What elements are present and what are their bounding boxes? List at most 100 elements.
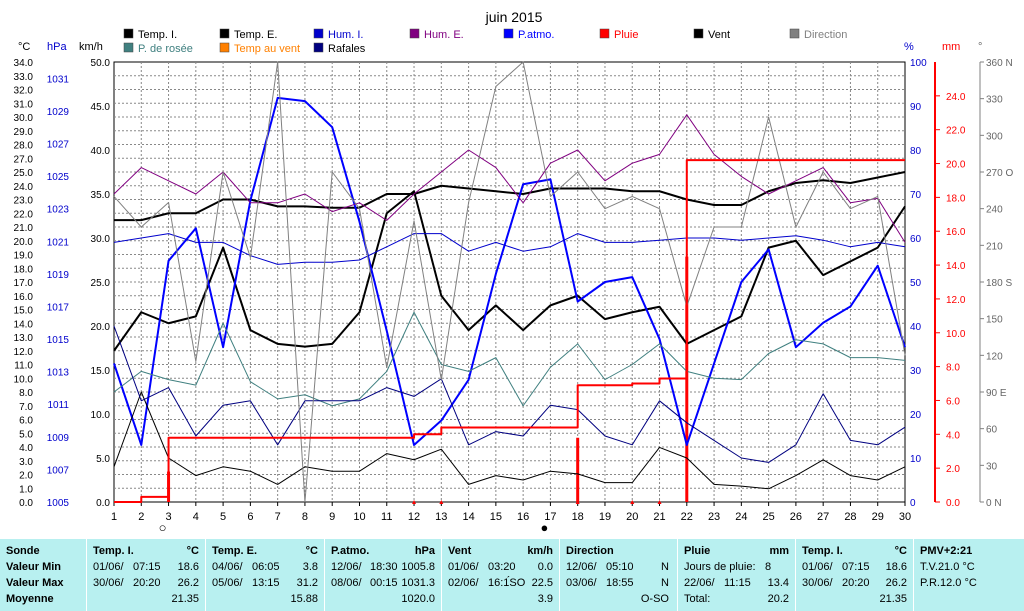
rain-tick-label: 2.0 (946, 464, 960, 475)
temp-tick-label: 5.0 (19, 429, 33, 440)
vent-min-time: 03:20 (488, 561, 516, 573)
pressure-tick-label: 1011 (47, 400, 69, 411)
pluie-max-time: 11:15 (724, 577, 751, 589)
vent-unit: km/h (527, 545, 553, 557)
direction-title: Direction (566, 545, 614, 557)
stats-panel: Sonde Valeur Min Valeur Max Moyenne Temp… (0, 539, 1024, 611)
temp-tick-label: 31.0 (14, 99, 34, 110)
rain-tick-label: 24.0 (946, 92, 966, 103)
axes: 1 2 3 4 5 6 7 8 9 10 11 12 13 14 15 16 17 18 19 20 21 22 23 24 2… (14, 41, 1014, 523)
temp-e-mean: 15.88 (290, 593, 318, 605)
series-temp-e- (113, 190, 906, 352)
humidity-tick-label: 10 (910, 454, 922, 465)
moon-phase-marker: ● (540, 520, 548, 535)
temp-i-min-date: 01/06/ (93, 561, 124, 573)
x-tick-label: 14 (462, 511, 474, 523)
temp-e-title: Temp. E. (212, 545, 258, 557)
pressure-tick-label: 1015 (47, 335, 70, 346)
temp-tick-label: 19.0 (14, 251, 34, 262)
temp-tick-label: 24.0 (14, 182, 34, 193)
temp-tick-label: 7.0 (19, 402, 33, 413)
x-tick-label: 3 (165, 511, 171, 523)
legend-label: Temp au vent (234, 43, 300, 55)
legend-swatch (409, 28, 420, 39)
series-group (113, 61, 906, 503)
moon-phase-marker: ○ (159, 520, 167, 535)
pressure-tick-label: 1021 (47, 237, 70, 248)
temp-i-unit: °C (186, 545, 199, 557)
temp-tick-label: 28.0 (14, 141, 34, 152)
x-tick-label: 26 (790, 511, 802, 523)
direction-tick-label: 60 (986, 425, 998, 436)
x-tick-label: 13 (435, 511, 447, 523)
stats-col-temp-e: Temp. E. °C 04/06/ 06:05 3.8 05/06/ 13:1… (206, 539, 325, 611)
humidity-tick-label: 60 (910, 234, 922, 245)
wind-tick-label: 5.0 (96, 454, 110, 465)
wind-tick-label: 15.0 (91, 366, 111, 377)
pluie-max-date: 22/06/ (684, 577, 715, 589)
temp-tick-label: 17.0 (14, 278, 34, 289)
rain-tick-label: 12.0 (946, 295, 966, 306)
legend-swatch (313, 28, 324, 39)
x-tick-label: 11 (381, 511, 392, 523)
direction-max-time: 18:55 (606, 577, 634, 589)
temp-e-max-time: 13:15 (252, 577, 280, 589)
rain-tick-label: 14.0 (946, 261, 966, 272)
legend-swatch (313, 42, 324, 53)
x-tick-label: 6 (247, 511, 253, 523)
rain-tick-label: 8.0 (946, 363, 960, 374)
rain-day-marker (412, 500, 417, 504)
patmo-min-value: 1005.8 (401, 561, 435, 573)
humidity-tick-label: 30 (910, 366, 922, 377)
temp-e-min-date: 04/06/ (212, 561, 243, 573)
legend-label: Temp. E. (234, 29, 277, 41)
x-tick-label: 20 (626, 511, 638, 523)
stats-col-pmv: PMV+2:21 T.V.21.0 °C P.R.12.0 °C (914, 539, 1024, 611)
rain-tick-label: 22.0 (946, 126, 966, 137)
temp-tick-label: 30.0 (14, 113, 34, 124)
temp-tick-label: 22.0 (14, 209, 34, 220)
temp-tick-label: 2.0 (19, 471, 33, 482)
stats-col-patmo: P.atmo. hPa 12/06/ 18:30 1005.8 08/06/ 0… (325, 539, 442, 611)
x-tick-label: 10 (353, 511, 365, 523)
x-tick-label: 9 (329, 511, 335, 523)
stats-col-vent: Vent km/h 01/06/ 03:20 0.0 02/06/ 16:1́S… (442, 539, 560, 611)
rain-tick-label: 0.0 (946, 498, 960, 509)
rain-day-marker (575, 500, 580, 504)
temp-i-max-time: 20:20 (133, 577, 161, 589)
patmo-max-value: 1031.3 (401, 577, 435, 589)
pressure-tick-label: 1027 (47, 139, 70, 150)
temp-tick-label: 4.0 (19, 443, 33, 454)
direction-tick-label: 150 (986, 315, 1003, 326)
temp-unit-label: °C (18, 41, 30, 53)
x-tick-label: 18 (572, 511, 584, 523)
series-p-de-ros-e (113, 311, 906, 407)
rain-day-marker (630, 500, 635, 504)
weather-chart: juin 2015 Temp. I. Temp. E. Hum. I. Hum. E.… (14, 9, 1014, 535)
temp-i2-max-date: 30/06/ (802, 577, 833, 589)
legend-swatch (599, 28, 610, 39)
wind-tick-label: 40.0 (91, 146, 111, 157)
humidity-tick-label: 100 (910, 58, 927, 69)
rain-tick-label: 10.0 (946, 329, 966, 340)
series-temp-i- (114, 171, 906, 222)
vent-mean: 3.9 (537, 593, 553, 605)
direction-min-time: 05:10 (606, 561, 634, 573)
temp-tick-label: 8.0 (19, 388, 33, 399)
direction-tick-label: 30 (986, 461, 998, 472)
patmo-max-date: 08/06/ (331, 577, 362, 589)
direction-unit-label: ° (978, 41, 982, 53)
pressure-tick-label: 1017 (47, 302, 70, 313)
pressure-tick-label: 1005 (47, 498, 70, 509)
humidity-tick-label: 20 (910, 410, 922, 421)
legend-swatch (219, 28, 230, 39)
humidity-tick-label: 90 (910, 102, 922, 113)
temp-i2-title: Temp. I. (802, 545, 843, 557)
temp-tick-label: 14.0 (14, 319, 34, 330)
x-tick-label: 23 (708, 511, 720, 523)
pluie-rain-days-value: 8 (765, 561, 772, 573)
x-tick-label: 28 (844, 511, 856, 523)
temp-tick-label: 10.0 (14, 374, 34, 385)
humidity-tick-label: 40 (910, 322, 922, 333)
direction-mean: O-SO (640, 593, 669, 605)
